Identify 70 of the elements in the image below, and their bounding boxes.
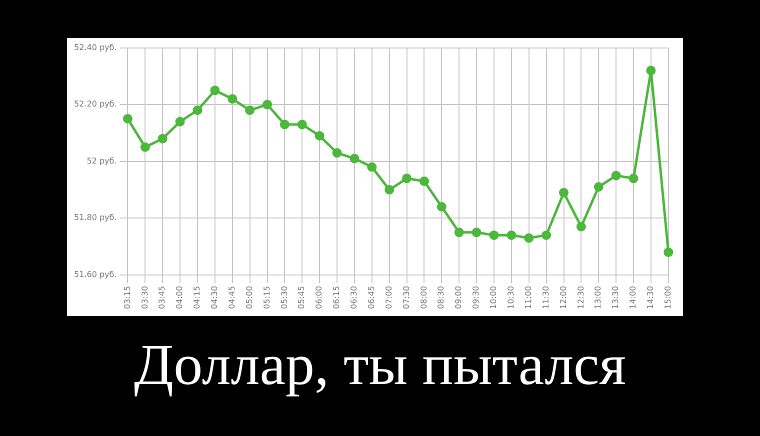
- point: [297, 120, 307, 130]
- x-tick-label: 06:30: [350, 286, 359, 310]
- x-tick-label: 03:15: [122, 286, 132, 310]
- x-tick-label: 12:30: [576, 286, 586, 310]
- point: [628, 174, 638, 184]
- y-tick-label: 52.40 руб.: [74, 42, 117, 52]
- point: [436, 202, 446, 212]
- x-tick-label: 04:45: [227, 286, 236, 310]
- point: [210, 86, 220, 96]
- x-tick-label: 05:15: [262, 286, 272, 310]
- x-tick-label: 09:30: [472, 286, 481, 310]
- point: [262, 100, 272, 110]
- x-tick-label: 09:00: [454, 286, 464, 310]
- x-tick-label: 05:30: [280, 286, 289, 310]
- x-tick-label: 10:00: [489, 286, 498, 310]
- x-tick-label: 08:30: [436, 286, 446, 310]
- x-tick-label: 05:45: [297, 286, 306, 310]
- x-tick-label: 04:30: [210, 286, 220, 310]
- text: Доллар, ты пытался: [133, 331, 627, 399]
- point: [454, 228, 464, 238]
- x-tick-label: 05:00: [244, 286, 254, 310]
- point: [402, 174, 412, 184]
- x-tick-label: 06:15: [332, 286, 342, 310]
- y-tick-label: 52 руб.: [86, 156, 117, 166]
- x-tick-label: 14:30: [646, 286, 656, 310]
- point: [332, 148, 342, 158]
- point: [419, 176, 429, 186]
- point: [646, 66, 656, 76]
- x-tick-label: 13:00: [594, 286, 603, 310]
- point: [192, 106, 202, 116]
- point: [559, 188, 569, 198]
- x-tick-label: 11:00: [524, 286, 533, 310]
- point: [524, 233, 534, 243]
- point: [611, 170, 621, 180]
- point: [472, 228, 482, 238]
- x-tick-label: 10:30: [506, 286, 516, 310]
- x-tick-label: 04:00: [175, 286, 184, 310]
- x-tick-label: 04:15: [192, 286, 202, 310]
- x-tick-label: 12:00: [558, 286, 568, 310]
- x-tick-label: 07:30: [402, 286, 411, 310]
- y-tick-label: 51.80 руб.: [74, 213, 117, 222]
- x-tick-label: 06:00: [314, 286, 324, 310]
- x-tick-label: 14:00: [628, 286, 638, 310]
- point: [140, 142, 150, 152]
- x-tick-label: 07:00: [384, 286, 394, 310]
- x-tick-label: 03:30: [140, 286, 150, 310]
- y-tick-label: 52.20 руб.: [74, 100, 117, 109]
- x-tick-label: 13:30: [611, 286, 620, 310]
- point: [664, 247, 674, 257]
- y-tick-label: 51.60 руб.: [74, 270, 117, 280]
- x-tick-label: 03:45: [158, 286, 167, 310]
- point: [245, 106, 255, 116]
- x-tick-label: 11:30: [541, 286, 550, 310]
- point: [158, 134, 168, 144]
- x-tick-label: 08:00: [419, 286, 428, 310]
- point: [384, 185, 394, 195]
- point: [576, 222, 586, 232]
- point: [367, 162, 377, 172]
- point: [122, 114, 132, 124]
- point: [594, 182, 604, 192]
- x-tick-label: 06:45: [366, 286, 376, 310]
- point: [350, 154, 360, 164]
- point: [542, 230, 552, 240]
- point: [506, 230, 516, 240]
- point: [228, 94, 238, 104]
- point: [280, 120, 290, 130]
- point: [314, 131, 324, 141]
- point: [489, 230, 499, 240]
- point: [175, 116, 185, 126]
- x-tick-label: 15:00: [663, 286, 672, 310]
